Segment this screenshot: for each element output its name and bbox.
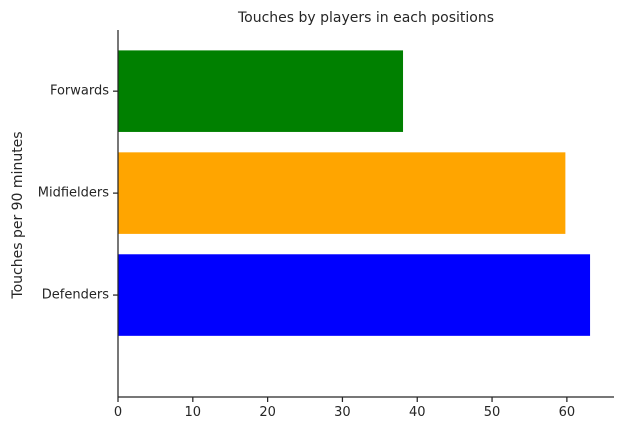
bar-midfielders [118,152,566,234]
x-ticks-group: 0 10 20 30 40 50 60 [114,397,575,420]
x-tick-label: 30 [334,405,351,420]
x-tick-label: 10 [185,405,202,420]
chart-title: Touches by players in each positions [237,10,494,26]
bars-group [118,50,591,336]
x-tick-label: 60 [559,405,576,420]
y-ticks-group: Defenders Midfielders Forwards [38,84,118,303]
x-tick-label: 50 [484,405,501,420]
y-tick-label: Midfielders [38,186,109,201]
bar-defenders [118,254,591,336]
bar-forwards [118,50,404,132]
x-tick-label: 0 [114,405,122,420]
x-tick-label: 20 [259,405,276,420]
y-tick-label: Forwards [50,84,109,99]
x-tick-label: 40 [409,405,426,420]
y-tick-label: Defenders [42,288,109,303]
y-axis-label: Touches per 90 minutes [10,131,26,299]
